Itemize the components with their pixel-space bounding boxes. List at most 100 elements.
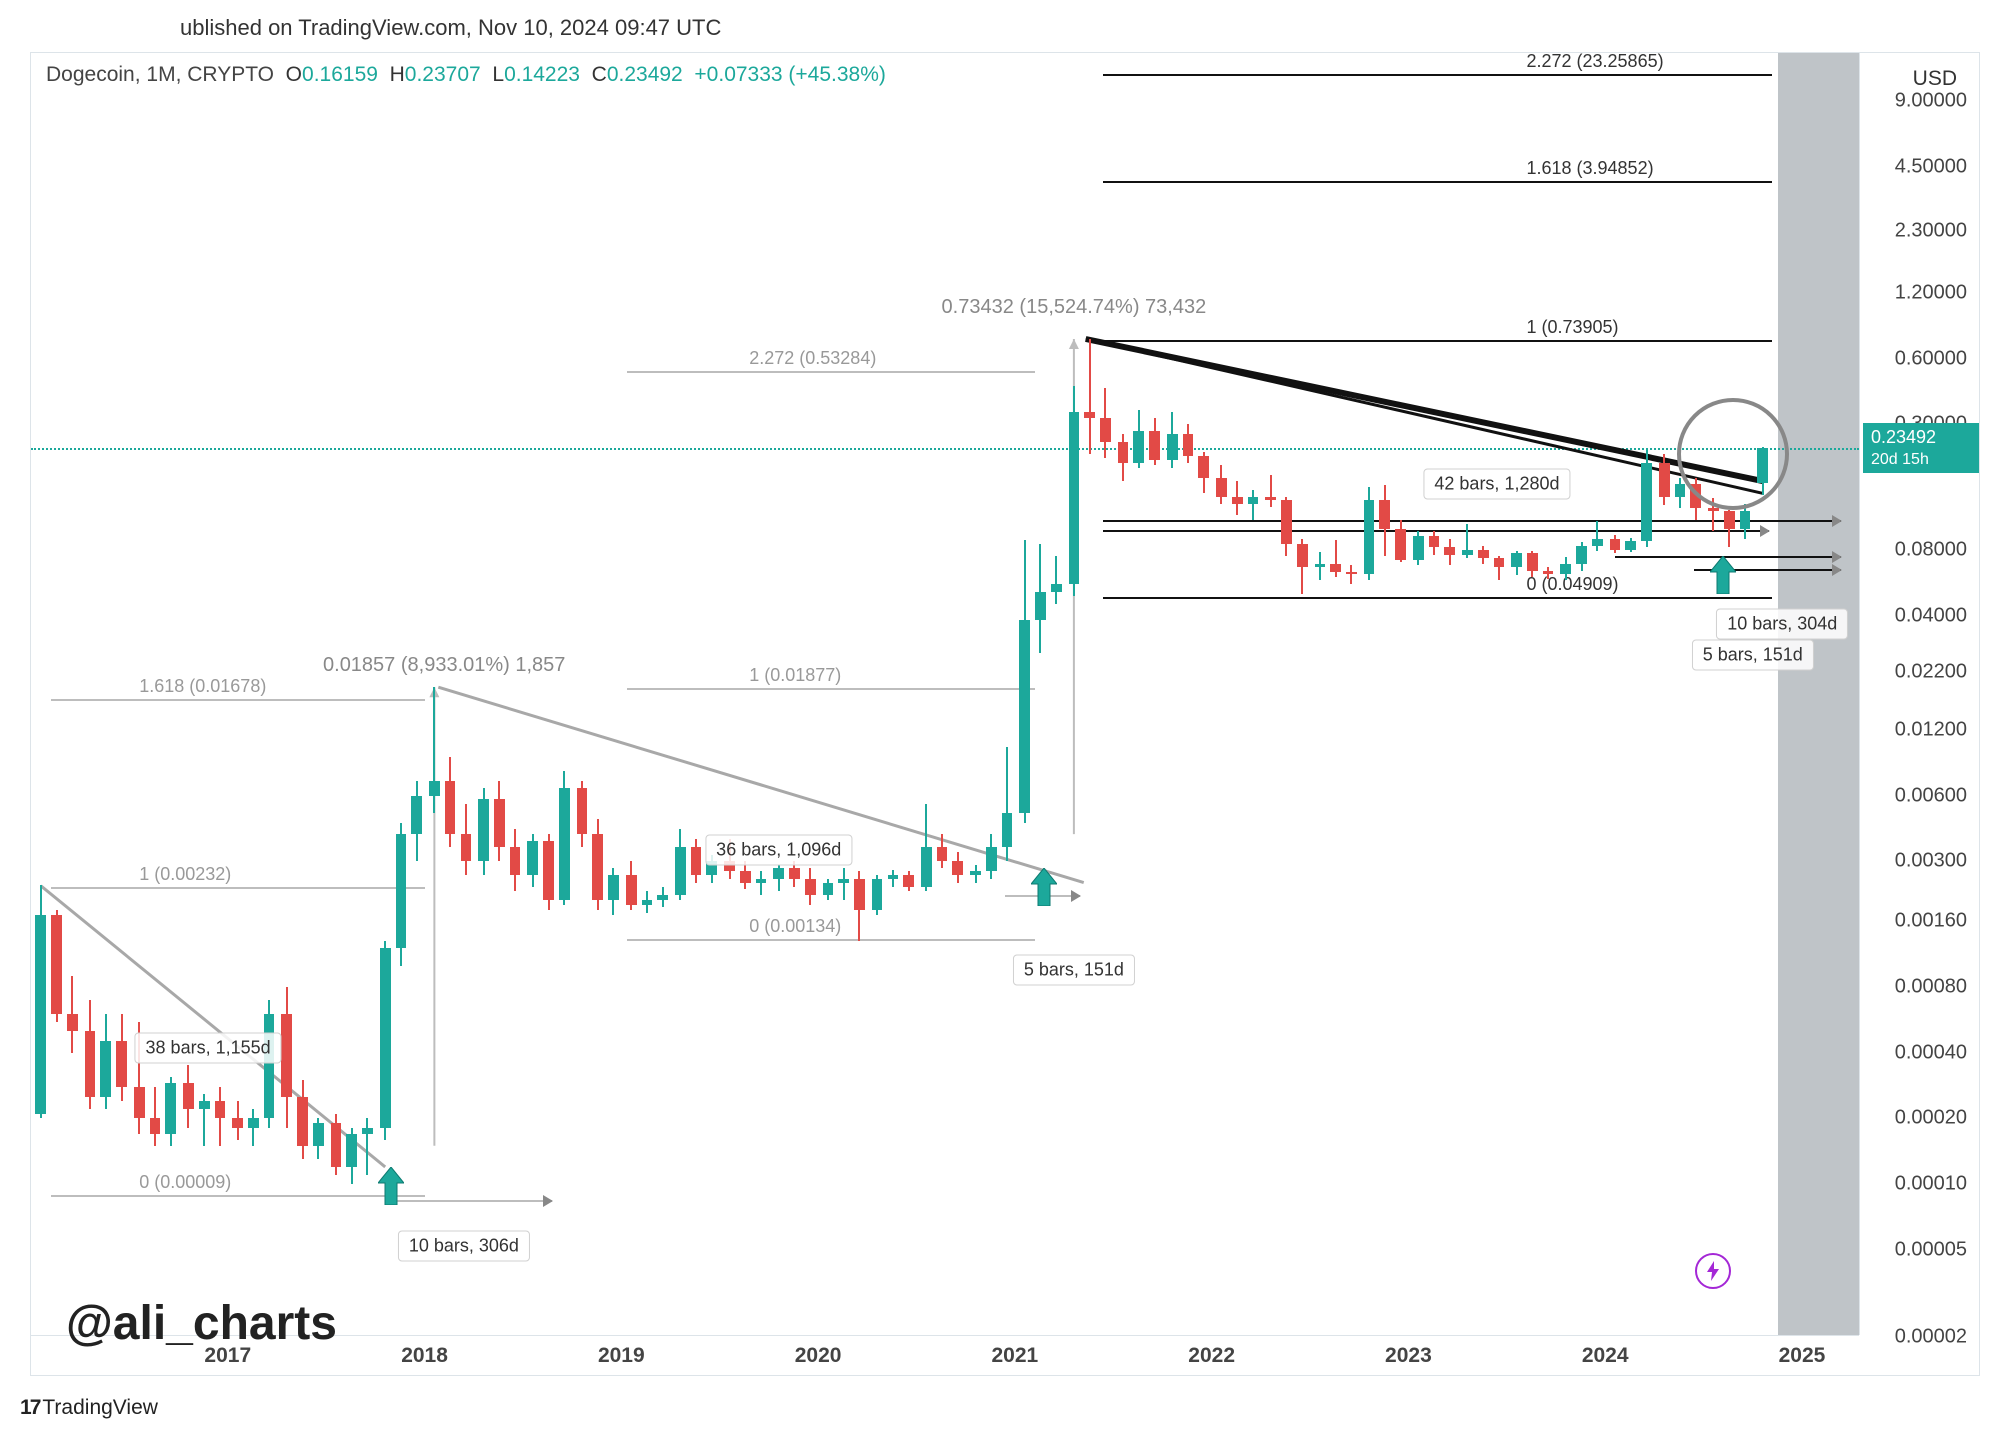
candle[interactable] xyxy=(1297,539,1308,595)
candle[interactable] xyxy=(921,804,932,891)
replay-bolt-icon[interactable] xyxy=(1695,1253,1731,1289)
candle[interactable] xyxy=(429,687,440,813)
candle[interactable] xyxy=(1641,450,1652,547)
candle[interactable] xyxy=(1100,388,1111,458)
candle[interactable] xyxy=(952,852,963,882)
candle[interactable] xyxy=(1315,552,1326,580)
candle[interactable] xyxy=(854,871,865,940)
candle[interactable] xyxy=(1560,557,1571,580)
candle[interactable] xyxy=(346,1128,357,1184)
candle[interactable] xyxy=(396,823,407,966)
candle[interactable] xyxy=(362,1118,373,1175)
candle[interactable] xyxy=(823,879,834,900)
candle[interactable] xyxy=(411,781,422,861)
candle[interactable] xyxy=(608,868,619,915)
candle[interactable] xyxy=(1444,539,1455,566)
candle[interactable] xyxy=(805,868,816,905)
candle[interactable] xyxy=(1527,551,1538,577)
candle[interactable] xyxy=(1395,520,1406,563)
candle[interactable] xyxy=(691,839,702,883)
candle[interactable] xyxy=(1429,531,1440,554)
candle[interactable] xyxy=(1281,497,1292,556)
candle[interactable] xyxy=(264,1000,275,1129)
price-axis[interactable]: USD 9.000004.500002.300001.200000.600000… xyxy=(1859,53,1979,1335)
candle[interactable] xyxy=(199,1094,210,1146)
candle[interactable] xyxy=(1543,567,1554,579)
candle[interactable] xyxy=(1346,565,1357,583)
candle[interactable] xyxy=(1413,531,1424,565)
candle[interactable] xyxy=(740,861,751,888)
candle[interactable] xyxy=(1198,452,1209,494)
candle[interactable] xyxy=(35,885,46,1119)
candle[interactable] xyxy=(1248,490,1259,519)
candle[interactable] xyxy=(1724,510,1735,548)
candle[interactable] xyxy=(116,1014,127,1101)
fib-line[interactable]: 0 (0.00134) xyxy=(627,938,1034,940)
candle[interactable] xyxy=(657,887,668,908)
fib-line[interactable]: 1.618 (0.01678) xyxy=(51,698,425,700)
candle[interactable] xyxy=(937,834,948,868)
candle[interactable] xyxy=(1364,487,1375,580)
candle[interactable] xyxy=(331,1114,342,1175)
fib-line[interactable]: 1 (0.73905) xyxy=(1103,339,1772,341)
candle[interactable] xyxy=(592,819,603,910)
bars-count-label[interactable]: 10 bars, 306d xyxy=(398,1231,530,1262)
candle[interactable] xyxy=(1183,424,1194,462)
fib-line[interactable]: 2.272 (0.53284) xyxy=(627,370,1034,372)
candle[interactable] xyxy=(756,871,767,895)
candle[interactable] xyxy=(380,941,391,1140)
candle[interactable] xyxy=(1051,556,1062,604)
candle[interactable] xyxy=(1379,485,1390,556)
candle[interactable] xyxy=(478,788,489,875)
bars-count-label[interactable]: 10 bars, 304d xyxy=(1716,609,1848,640)
candle[interactable] xyxy=(51,910,62,1023)
candle[interactable] xyxy=(872,875,883,915)
candle[interactable] xyxy=(1084,339,1095,454)
candle[interactable] xyxy=(183,1065,194,1128)
fib-line[interactable]: 1 (0.00232) xyxy=(51,886,425,888)
fib-line[interactable]: 0 (0.04909) xyxy=(1103,596,1772,598)
candle[interactable] xyxy=(675,829,686,899)
candle[interactable] xyxy=(1610,535,1621,553)
candle[interactable] xyxy=(445,757,456,847)
candle[interactable] xyxy=(67,976,78,1053)
candle[interactable] xyxy=(903,871,914,890)
candle[interactable] xyxy=(1133,410,1144,468)
fib-line[interactable]: 1 (0.01877) xyxy=(627,687,1034,689)
candle[interactable] xyxy=(100,1014,111,1109)
candle[interactable] xyxy=(1019,540,1030,823)
candle[interactable] xyxy=(313,1118,324,1159)
candle[interactable] xyxy=(461,804,472,875)
plot-area[interactable]: 1.618 (0.01678) 1 (0.00232) 0 (0.00009) 2.2… xyxy=(31,53,1859,1335)
candle[interactable] xyxy=(626,861,637,909)
candle[interactable] xyxy=(1511,551,1522,576)
candle[interactable] xyxy=(1265,475,1276,507)
candle[interactable] xyxy=(1675,478,1686,508)
fib-line[interactable]: 0 (0.00009) xyxy=(51,1194,425,1196)
candle[interactable] xyxy=(281,987,292,1129)
candle[interactable] xyxy=(150,1087,161,1146)
candle[interactable] xyxy=(248,1109,259,1145)
candle[interactable] xyxy=(559,771,570,905)
bars-count-label[interactable]: 42 bars, 1,280d xyxy=(1423,468,1570,499)
candle[interactable] xyxy=(297,1080,308,1159)
candle[interactable] xyxy=(85,1000,96,1110)
candle[interactable] xyxy=(1149,418,1160,465)
candle[interactable] xyxy=(1035,544,1046,653)
candle[interactable] xyxy=(165,1077,176,1146)
candle[interactable] xyxy=(1462,524,1473,559)
candle[interactable] xyxy=(1232,481,1243,515)
candle[interactable] xyxy=(1494,556,1505,580)
candle[interactable] xyxy=(1069,386,1080,596)
candle[interactable] xyxy=(232,1101,243,1139)
candle[interactable] xyxy=(1625,538,1636,553)
candle[interactable] xyxy=(577,781,588,847)
fib-line[interactable]: 1.618 (3.94852) xyxy=(1103,180,1772,182)
candle[interactable] xyxy=(1002,747,1013,861)
candle[interactable] xyxy=(1576,542,1587,571)
candle[interactable] xyxy=(510,829,521,890)
candle[interactable] xyxy=(1478,546,1489,564)
candle[interactable] xyxy=(527,834,538,887)
candle[interactable] xyxy=(970,865,981,883)
candle[interactable] xyxy=(494,781,505,861)
